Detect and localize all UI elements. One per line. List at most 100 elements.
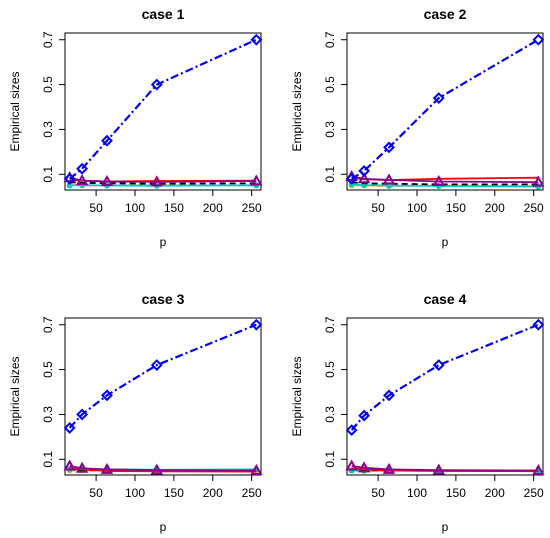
series-line <box>351 175 539 184</box>
x-tick-label: 200 <box>485 201 505 215</box>
data-point-triangle <box>250 463 263 476</box>
x-tick-label: 200 <box>203 201 223 215</box>
data-point-diamond <box>383 389 395 402</box>
data-point-triangle <box>250 174 263 186</box>
x-tick-label: 50 <box>89 201 103 215</box>
x-tick-label: 100 <box>125 201 145 215</box>
y-tick-label: 0.3 <box>41 121 55 138</box>
series-line <box>69 181 257 185</box>
x-tick-label: 150 <box>446 486 466 500</box>
x-axis-label: p <box>160 235 167 249</box>
data-point-triangle <box>150 463 163 475</box>
x-tick-label: 200 <box>203 486 223 500</box>
series-line <box>69 176 257 183</box>
series-line <box>69 465 257 472</box>
data-point-triangle <box>100 174 114 186</box>
data-point-diamond <box>532 33 545 46</box>
data-point-diamond <box>345 172 358 185</box>
y-axis-label: Empirical sizes <box>8 356 22 436</box>
x-tick-label: 250 <box>242 201 262 215</box>
data-point-diamond <box>76 408 89 421</box>
plot-frame <box>64 317 262 476</box>
data-point-diamond <box>432 359 445 372</box>
series-line <box>69 38 257 180</box>
y-tick-label: 0.1 <box>41 166 55 183</box>
series-line <box>69 184 257 187</box>
data-point-triangle <box>532 175 545 187</box>
x-tick-label: 150 <box>164 201 184 215</box>
data-point-triangle <box>432 174 445 186</box>
data-point-triangle <box>75 174 89 186</box>
x-tick-label: 50 <box>89 486 103 500</box>
x-tick-label: 150 <box>164 486 184 500</box>
data-point-diamond <box>63 421 76 434</box>
y-tick-label: 0.5 <box>323 76 337 93</box>
y-tick-label: 0.1 <box>323 451 337 468</box>
data-point-diamond <box>358 409 371 422</box>
x-tick-label: 100 <box>125 486 145 500</box>
data-point-triangle <box>532 463 545 476</box>
x-axis-label: p <box>442 520 449 534</box>
data-point-diamond <box>432 92 445 104</box>
data-point-diamond <box>101 389 113 402</box>
y-axis-label: Empirical sizes <box>8 71 22 151</box>
y-tick-label: 0.1 <box>41 451 55 468</box>
chart-panel-4: case 4 p Empirical sizes 50 100 150 200 250 0.1 0… <box>290 291 545 534</box>
y-tick-label: 0.3 <box>323 121 337 138</box>
chart-panel-1: case 1 p Empirical sizes 50 100 150 200 250 0.1 0… <box>8 6 263 249</box>
data-point-diamond <box>150 78 163 91</box>
y-tick-label: 0.5 <box>41 76 55 93</box>
chart-panel-2: case 2 p Empirical sizes 50 100 150 200 250 0.1 0… <box>290 6 545 249</box>
data-point-diamond <box>345 424 358 437</box>
data-point-triangle <box>357 172 371 184</box>
data-point-triangle <box>63 459 76 471</box>
y-tick-label: 0.5 <box>41 361 55 378</box>
plot-frame <box>64 32 262 191</box>
data-point-diamond <box>101 134 113 147</box>
y-tick-label: 0.1 <box>323 166 337 183</box>
y-tick-label: 0.5 <box>323 361 337 378</box>
x-axis-label: p <box>442 235 449 249</box>
chart-panel-3: case 3 p Empirical sizes 50 100 150 200 250 0.1 0… <box>8 291 263 534</box>
data-point-diamond <box>250 33 263 46</box>
data-point-diamond <box>358 165 371 177</box>
x-tick-label: 100 <box>407 486 427 500</box>
data-point-triangle <box>75 461 89 473</box>
y-tick-label: 0.3 <box>41 406 55 423</box>
x-tick-label: 50 <box>371 486 385 500</box>
data-point-diamond <box>532 318 545 331</box>
plot-frame <box>346 32 544 191</box>
data-point-triangle <box>100 462 114 474</box>
plot-frame <box>346 317 544 476</box>
x-tick-label: 100 <box>407 201 427 215</box>
data-point-triangle <box>357 461 371 473</box>
y-axis-label: Empirical sizes <box>290 71 304 151</box>
data-point-triangle <box>382 462 396 474</box>
series-line <box>350 323 539 431</box>
series-line <box>351 465 539 472</box>
data-point-diamond <box>76 162 89 175</box>
chart-title: case 4 <box>424 291 467 307</box>
data-point-triangle <box>382 173 396 185</box>
x-tick-label: 250 <box>524 486 544 500</box>
y-axis-label: Empirical sizes <box>290 356 304 436</box>
y-tick-label: 0.7 <box>41 316 55 333</box>
data-point-diamond <box>250 318 263 331</box>
x-axis-label: p <box>160 520 167 534</box>
y-tick-label: 0.3 <box>323 406 337 423</box>
data-point-triangle <box>432 463 445 475</box>
y-tick-label: 0.7 <box>41 31 55 48</box>
data-point-diamond <box>63 172 76 185</box>
data-point-triangle <box>345 459 358 471</box>
x-tick-label: 200 <box>485 486 505 500</box>
data-point-circle <box>66 182 73 189</box>
x-tick-label: 250 <box>242 486 262 500</box>
data-point-diamond <box>383 141 395 154</box>
data-point-diamond <box>150 359 163 372</box>
chart-title: case 2 <box>424 6 467 22</box>
x-tick-label: 50 <box>371 201 385 215</box>
series-line <box>69 467 257 473</box>
x-tick-label: 250 <box>524 201 544 215</box>
x-tick-label: 150 <box>446 201 466 215</box>
